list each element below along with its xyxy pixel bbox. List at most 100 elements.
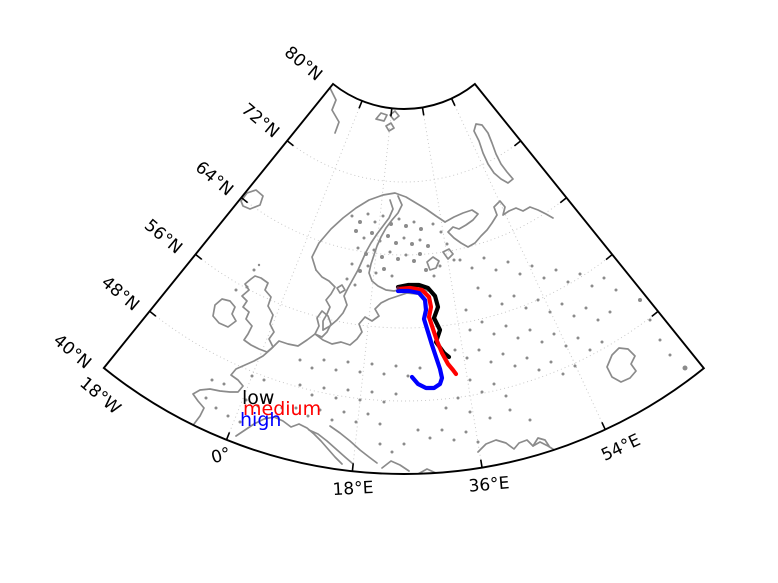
speckle-dot (492, 382, 496, 386)
speckle-dot (370, 390, 374, 394)
speckle-dot (372, 248, 376, 252)
speckle-dot (382, 400, 386, 404)
speckle-dot (658, 338, 662, 342)
speckle-dot (452, 258, 456, 262)
coastline-path (314, 290, 428, 346)
speckle-dot (477, 348, 481, 352)
speckle-dot (204, 396, 208, 400)
speckle-dot (374, 271, 378, 275)
speckle-dot (358, 370, 362, 374)
speckle-dot (518, 272, 522, 276)
trajectory-high (395, 288, 445, 391)
speckle-dot (440, 428, 444, 432)
speckle-dot (226, 414, 230, 418)
left-edge-tick (240, 196, 249, 204)
coastline-path (315, 269, 336, 331)
speckle-dot (294, 406, 298, 410)
trajectories (395, 282, 459, 391)
right-edge-tick (513, 140, 522, 147)
speckle-dot (257, 263, 261, 267)
speckle-dot (456, 396, 460, 400)
speckle-dot (362, 236, 366, 240)
speckle-dot (412, 259, 416, 263)
top-arc-tick (421, 107, 425, 116)
speckle-dot (552, 332, 556, 336)
speckle-dot (464, 308, 468, 312)
meridian-gridline (422, 107, 483, 468)
coastline-path (417, 468, 437, 474)
speckle-dot (366, 264, 370, 268)
parallel-gridline (149, 310, 659, 402)
speckle-dot (394, 392, 398, 396)
speckle-dot (298, 383, 302, 387)
speckle-dot (234, 288, 238, 292)
speckle-dot (468, 410, 472, 414)
speckle-dot (390, 450, 394, 454)
bottom-arc-tick (601, 421, 606, 430)
speckle-dot (438, 264, 442, 268)
speckle-dot (646, 228, 650, 232)
lon-label-18e: 18°E (332, 477, 374, 501)
right-edge-tick (651, 310, 659, 318)
speckle-dot (500, 302, 504, 306)
speckle-dot (397, 217, 401, 221)
coastline-path (314, 310, 332, 338)
lake-speckles (204, 203, 688, 454)
speckle-dot (528, 418, 532, 422)
speckle-dot (524, 306, 528, 310)
speckle-dot (366, 212, 370, 216)
speckle-dot (508, 408, 512, 412)
speckle-dot (354, 420, 358, 424)
speckle-dot (445, 242, 449, 246)
map-frame (102, 82, 706, 475)
coastline-path (311, 192, 446, 271)
speckle-dot (382, 267, 386, 271)
speckle-dot (345, 277, 349, 281)
speckle-dot (419, 227, 423, 231)
parallel-gridline (286, 140, 521, 183)
speckle-dot (504, 394, 508, 398)
speckle-dot (418, 252, 422, 256)
speckle-dot (396, 257, 400, 261)
speckle-dot (560, 302, 564, 306)
speckle-dot (404, 224, 408, 228)
speckle-dot (353, 283, 357, 287)
legend-label-low: low (242, 387, 275, 409)
bottom-arc-tick (479, 459, 483, 468)
speckle-dot (549, 360, 553, 364)
speckle-dot (346, 360, 350, 364)
coastline-path (322, 199, 394, 331)
speckle-dot (513, 364, 517, 368)
speckle-dot (364, 252, 368, 256)
speckle-dot (222, 382, 226, 386)
meridian-gridline (351, 108, 393, 472)
speckle-dot (330, 418, 334, 422)
speckle-dot (444, 406, 448, 410)
speckle-dot (358, 398, 362, 402)
speckle-dot (350, 262, 354, 266)
coastline-path (336, 284, 346, 294)
speckle-dot (390, 274, 394, 278)
top-arc-tick (390, 108, 393, 117)
speckle-dot (682, 365, 688, 371)
speckle-dot (588, 348, 592, 352)
speckle-dot (643, 273, 647, 277)
speckle-dot (561, 372, 565, 376)
speckle-dot (480, 390, 484, 394)
speckle-dot (554, 268, 558, 272)
speckle-dot (537, 368, 541, 372)
speckle-dot (465, 356, 469, 360)
speckle-dot (623, 223, 627, 227)
coastline-path (426, 256, 440, 271)
speckle-dot (536, 298, 540, 302)
meridian-gridline (451, 98, 606, 430)
speckle-dot (410, 242, 414, 246)
speckle-dot (334, 368, 338, 372)
speckle-dot (614, 288, 618, 292)
speckle-dot (378, 239, 382, 243)
top-arc-tick (450, 98, 456, 107)
speckle-dot (530, 264, 534, 268)
speckle-dot (354, 229, 358, 233)
